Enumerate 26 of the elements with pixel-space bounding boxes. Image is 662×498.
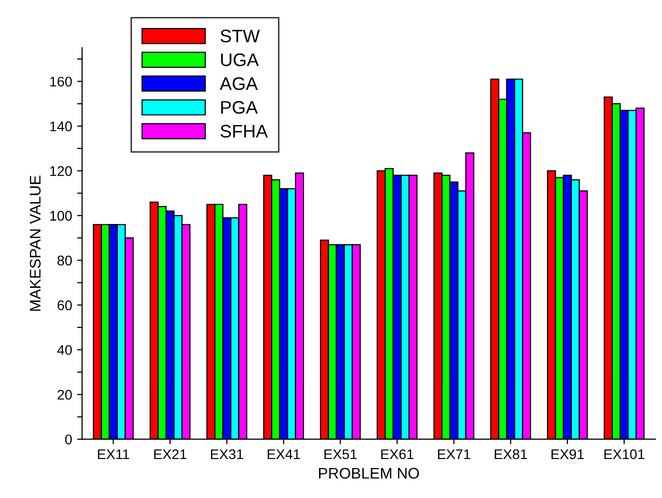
y-tick-label: 80 <box>58 256 72 266</box>
legend-label: SFHA <box>220 124 268 138</box>
y-tick-label: 100 <box>50 210 72 221</box>
x-tick-label: EX81 <box>494 449 527 460</box>
legend-label: PGA <box>221 101 258 114</box>
x-tick-label: EX101 <box>604 449 644 460</box>
x-tick-label: EX41 <box>268 449 300 460</box>
x-tick-label: EX61 <box>381 449 414 460</box>
x-tick-label: EX11 <box>98 449 130 460</box>
x-tick-label: EX91 <box>552 449 584 460</box>
x-tick-label: EX31 <box>210 449 244 460</box>
y-tick-label: 40 <box>57 345 72 355</box>
legend-label: UGA <box>221 53 259 66</box>
legend-label: STW <box>220 30 260 42</box>
y-tick-label: 20 <box>58 390 72 400</box>
x-tick-label: EX51 <box>324 449 357 460</box>
x-tick-label: EX71 <box>438 449 470 460</box>
legend-label: AGA <box>220 77 258 90</box>
y-tick-label: 60 <box>58 300 72 310</box>
y-axis-title: MAKESPAN VALUE <box>30 176 41 311</box>
x-axis-title: PROBLEM NO <box>319 468 419 479</box>
y-tick-label: 120 <box>50 166 72 176</box>
y-tick-label: 160 <box>50 76 72 87</box>
x-tick-label: EX21 <box>154 449 186 460</box>
y-tick-label: 140 <box>50 121 72 132</box>
y-tick-label: 0 <box>65 434 72 444</box>
